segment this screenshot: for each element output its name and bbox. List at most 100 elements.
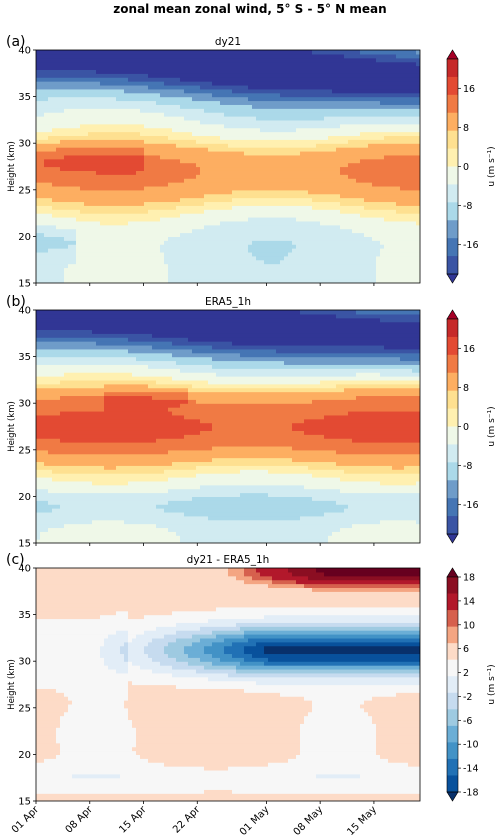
field-cell [292, 209, 297, 214]
field-cell [104, 185, 109, 191]
field-cell [360, 259, 365, 265]
field-cell [108, 213, 113, 218]
field-cell [316, 77, 321, 82]
field-cell [72, 104, 77, 109]
field-cell [276, 197, 281, 203]
field-cell [132, 255, 137, 261]
field-cell [56, 197, 61, 203]
field-cell [288, 255, 293, 261]
field-cell [140, 135, 145, 140]
field-cell [148, 135, 153, 140]
field-cell [84, 123, 89, 129]
field-cell [44, 73, 49, 78]
field-cell [164, 123, 169, 129]
field-cell [60, 116, 65, 121]
field-cell [356, 189, 361, 195]
field-cell [352, 127, 357, 133]
field-cell [356, 162, 361, 168]
field-cell [148, 228, 153, 234]
field-cell [132, 205, 137, 210]
field-cell [136, 123, 141, 129]
field-cell [296, 127, 301, 133]
field-cell [360, 116, 365, 121]
field-cell [60, 224, 65, 230]
field-cell [52, 240, 57, 245]
field-cell [156, 240, 161, 245]
field-cell [252, 232, 257, 237]
field-cell [84, 127, 89, 133]
field-cell [244, 240, 249, 245]
field-cell [364, 189, 369, 195]
field-cell [316, 236, 321, 241]
field-cell [200, 259, 205, 265]
field-cell [116, 139, 121, 144]
field-cell [348, 216, 353, 222]
field-cell [164, 213, 169, 218]
field-cell [68, 220, 73, 226]
field-cell [272, 259, 277, 265]
field-cell [364, 251, 369, 257]
field-cell [204, 170, 209, 175]
field-cell [40, 127, 45, 133]
field-cell [96, 158, 101, 164]
field-cell [120, 255, 125, 261]
field-cell [304, 81, 309, 86]
field-cell [36, 53, 41, 59]
field-cell [280, 112, 285, 117]
field-cell [260, 100, 265, 105]
field-cell [232, 81, 237, 86]
field-cell [280, 182, 285, 187]
field-cell [128, 123, 133, 129]
field-cell [64, 170, 69, 175]
field-cell [196, 162, 201, 168]
field-cell [48, 96, 53, 102]
field-cell [164, 112, 169, 117]
field-cell [36, 112, 41, 117]
field-cell [148, 255, 153, 261]
field-cell [312, 197, 317, 203]
field-cell [296, 224, 301, 230]
field-cell [172, 57, 177, 63]
field-cell [48, 236, 53, 241]
field-cell [52, 96, 57, 102]
field-cell [276, 84, 281, 90]
field-cell [324, 92, 329, 98]
field-cell [120, 73, 125, 78]
field-cell [132, 197, 137, 203]
field-cell [104, 279, 109, 283]
field-cell [220, 104, 225, 109]
field-cell [248, 100, 253, 105]
field-cell [192, 57, 197, 63]
field-cell [100, 201, 105, 206]
field-cell [232, 61, 237, 67]
field-cell [364, 174, 369, 179]
field-cell [140, 166, 145, 171]
field-cell [140, 275, 145, 280]
field-cell [176, 116, 181, 121]
field-cell [76, 216, 81, 222]
field-cell [164, 50, 169, 55]
field-cell [116, 178, 121, 183]
field-cell [64, 158, 69, 164]
field-cell [92, 275, 97, 280]
field-cell [140, 178, 145, 183]
field-cell [36, 275, 41, 280]
field-cell [72, 255, 77, 261]
field-cell [120, 100, 125, 105]
field-cell [280, 189, 285, 195]
field-cell [88, 185, 93, 191]
field-cell [196, 69, 201, 74]
field-cell [64, 139, 69, 144]
field-cell [288, 259, 293, 265]
field-cell [200, 170, 205, 175]
field-cell [152, 92, 157, 98]
field-cell [212, 251, 217, 257]
field-cell [264, 69, 269, 74]
field-cell [152, 116, 157, 121]
field-cell [260, 236, 265, 241]
field-cell [68, 135, 73, 140]
field-cell [36, 104, 41, 109]
field-cell [96, 228, 101, 234]
field-cell [284, 69, 289, 74]
field-cell [252, 216, 257, 222]
